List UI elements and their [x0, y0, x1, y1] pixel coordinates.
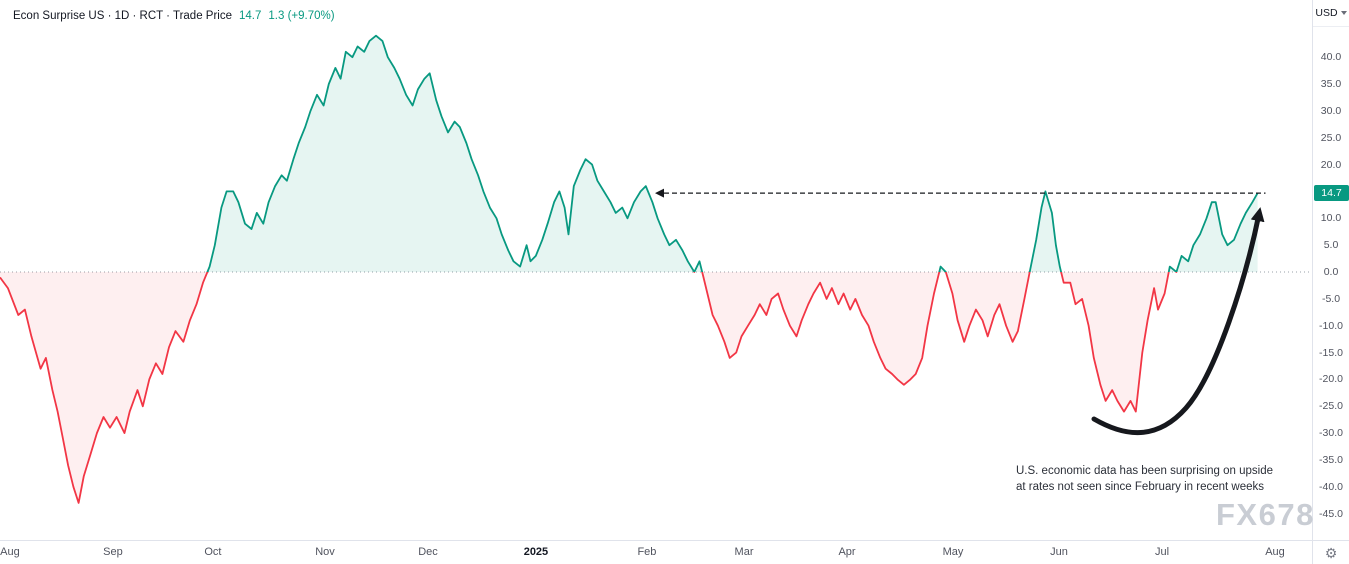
price-axis-label: 35.0	[1320, 78, 1342, 90]
chevron-down-icon	[1340, 11, 1347, 15]
chart-canvas[interactable]: Econ Surprise US · 1D · RCT · Trade Pric…	[0, 0, 1312, 540]
price-axis-label: -10.0	[1319, 319, 1343, 332]
time-axis-label: Dec	[418, 546, 438, 558]
time-axis-label: Jul	[1155, 546, 1170, 558]
price-axis-label: -30.0	[1319, 427, 1343, 440]
dashed-line-left-arrowhead	[655, 188, 664, 198]
price-axis[interactable]: USD 40.0 35.0 30.0 25.0 20.0 10.0 5.0 0.0 -5.0 -1…	[1312, 0, 1349, 540]
price-axis-label: 10.0	[1320, 212, 1342, 225]
trend-arrow-annotation[interactable]	[1091, 207, 1265, 436]
time-axis-label: Aug	[1265, 546, 1285, 558]
symbol-legend[interactable]: Econ Surprise US · 1D · RCT · Trade Pric…	[13, 10, 335, 22]
time-axis-label: Mar	[734, 546, 754, 558]
price-axis-label: 5.0	[1323, 239, 1339, 252]
legend-last-price: 14.7	[239, 10, 262, 22]
currency-label: USD	[1315, 7, 1338, 19]
positive-line	[206, 34, 1259, 272]
price-axis-label: -35.0	[1319, 454, 1343, 466]
time-axis-label: May	[942, 546, 964, 558]
annotation-note: U.S. economic data has been surprising o…	[1016, 465, 1273, 493]
price-axis-label: -45.0	[1319, 507, 1343, 520]
time-axis-label: Oct	[204, 546, 222, 558]
time-axis-label: Jun	[1050, 546, 1068, 558]
gear-icon: ⚙	[1324, 544, 1338, 561]
time-axis-label: Aug	[0, 546, 20, 558]
price-axis-label: 0.0	[1323, 266, 1339, 278]
dashed-level-line[interactable]	[655, 188, 1266, 198]
price-axis-label: -25.0	[1319, 400, 1343, 413]
last-price-label: 14.7	[1314, 185, 1349, 202]
currency-dropdown[interactable]: USD	[1313, 0, 1349, 27]
price-axis-label: -15.0	[1319, 346, 1343, 359]
positive-area-fill	[0, 35, 1258, 272]
negative-area-fill	[0, 272, 1258, 503]
legend-change: 1.3 (+9.70%)	[268, 10, 335, 22]
price-axis-label: 40.0	[1320, 51, 1342, 64]
price-axis-label: 30.0	[1320, 104, 1342, 117]
time-axis-label: Sep	[103, 546, 123, 558]
price-axis-label: 25.0	[1320, 131, 1342, 144]
time-axis-label: 2025	[523, 546, 549, 558]
time-axis[interactable]: Aug Sep Oct Nov Dec 2025 Feb Mar Apr May Jun Jul Aug	[0, 540, 1312, 564]
axis-settings-corner[interactable]: ⚙	[1312, 540, 1349, 564]
price-axis-label: -40.0	[1319, 480, 1343, 493]
time-axis-label: Apr	[838, 546, 856, 558]
time-axis-label: Nov	[315, 546, 335, 558]
price-chart[interactable]	[0, 0, 1312, 540]
price-axis-label: -5.0	[1321, 292, 1341, 305]
symbol-title[interactable]: Econ Surprise US · 1D · RCT · Trade Pric…	[13, 10, 232, 22]
time-axis-label: Feb	[637, 546, 657, 558]
price-axis-label: 20.0	[1320, 158, 1342, 171]
price-axis-label: -20.0	[1319, 373, 1343, 386]
